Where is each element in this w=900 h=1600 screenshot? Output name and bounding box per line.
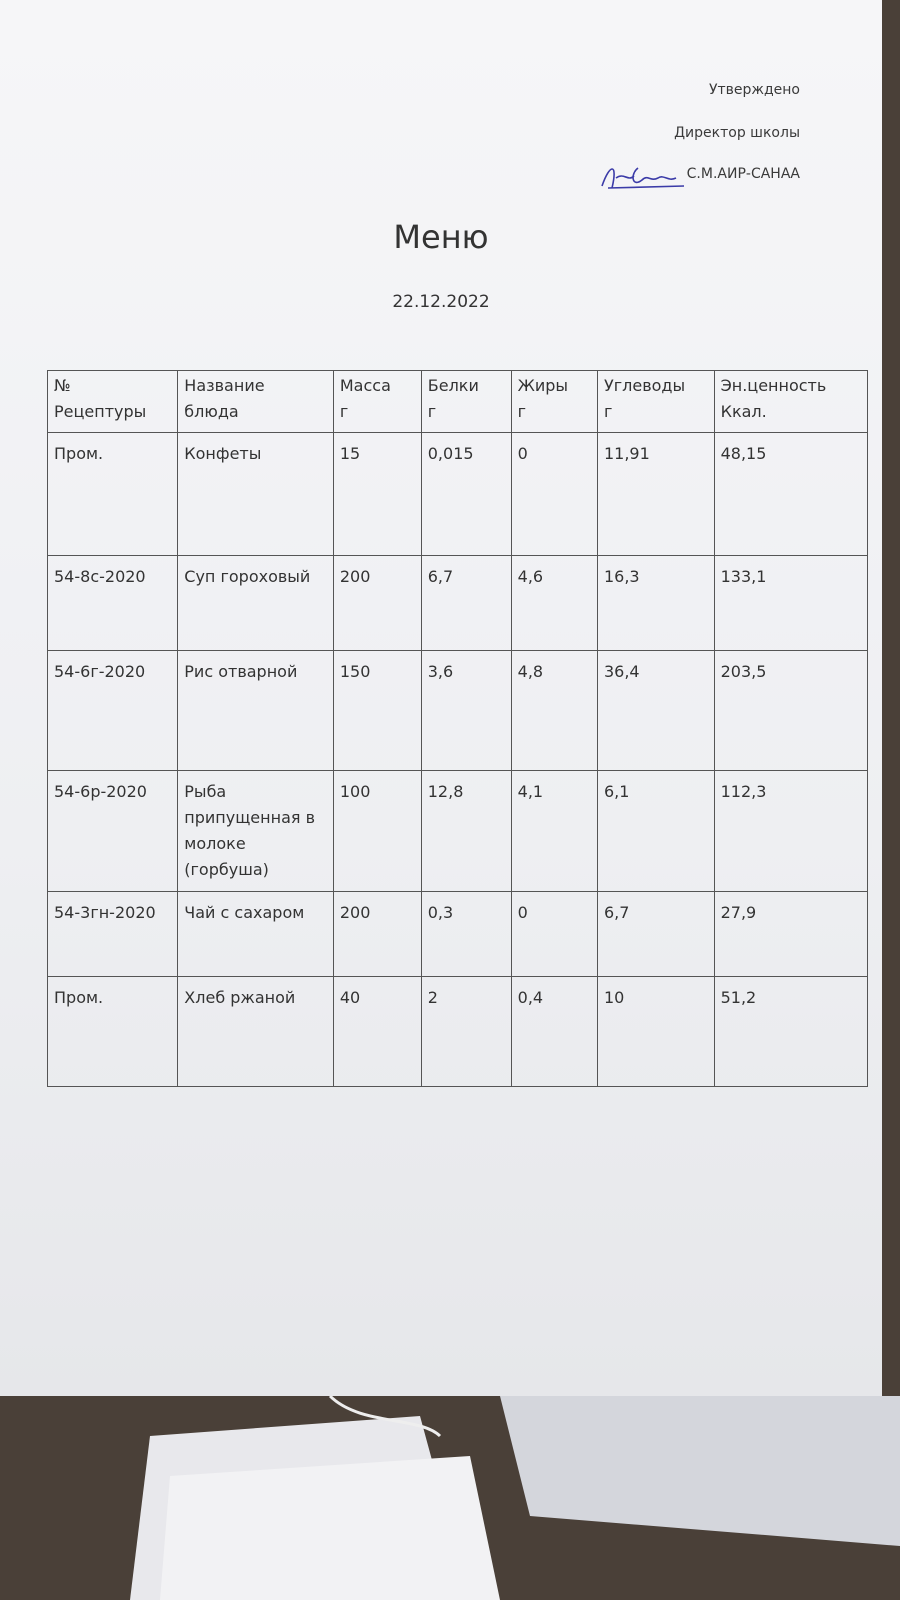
table-cell: 4,6: [510, 555, 598, 651]
table-cell: 0: [510, 891, 598, 977]
table-cell: 0,4: [510, 976, 598, 1087]
table-cell: 48,15: [713, 432, 869, 556]
title: Меню: [393, 218, 489, 256]
table-cell: 3,6: [420, 650, 512, 771]
table-cell: Пром.: [46, 976, 179, 1087]
header-text: №: [54, 376, 71, 395]
table-row: 54-3гн-2020 Чай с сахаром 200 0,3 0 6,7 27,9: [46, 891, 869, 977]
table-cell: 133,1: [713, 555, 869, 651]
table-cell: 36,4: [596, 650, 715, 771]
header-row: № Рецептуры Название блюда Масса г Белки г Жиры г…: [46, 370, 869, 433]
table-cell: 6,1: [596, 770, 715, 892]
header-text: Название: [184, 376, 265, 395]
table-cell: 27,9: [713, 891, 869, 977]
table-cell: 6,7: [420, 555, 512, 651]
header-text: г: [603, 402, 613, 421]
table-cell: 4,1: [510, 770, 598, 892]
table-cell: 12,8: [420, 770, 512, 892]
table-row: 54-8с-2020 Суп гороховый 200 6,7 4,6 16,3 133,…: [46, 555, 869, 651]
table-cell: Пром.: [46, 432, 179, 556]
table-cell: 100: [332, 770, 422, 892]
table-row: Пром. Хлеб ржаной 40 2 0,4 10 51,2: [46, 976, 869, 1087]
background-papers: [130, 1396, 900, 1600]
approved: Утверждено: [708, 82, 800, 98]
table-cell: 16,3: [596, 555, 715, 651]
table-row: 54-6г-2020 Рис отварной 150 3,6 4,8 36,4 203,5: [46, 650, 869, 771]
table-cell: 200: [332, 555, 422, 651]
director-name: С.М.АИР-САНАА: [686, 166, 800, 182]
table-cell: 150: [332, 650, 422, 771]
paper: Утверждено Директор школы С.М.АИР-САНАА …: [0, 0, 882, 1396]
table-cell: Хлеб ржаной: [177, 976, 334, 1087]
header-text: г: [427, 402, 437, 421]
table-cell: 51,2: [713, 976, 869, 1087]
table-cell: Суп гороховый: [177, 555, 334, 651]
table-cell: 54-6р-2020: [46, 770, 179, 892]
table-cell: 15: [332, 432, 422, 556]
table-cell: 54-6г-2020: [46, 650, 179, 771]
table-row: Пром. Конфеты 15 0,015 0 11,91 48,15: [46, 432, 869, 556]
table-cell: 10: [596, 976, 715, 1087]
header-cell: Название блюда: [177, 370, 334, 433]
table-cell: 11,91: [596, 432, 715, 556]
table-row: 54-6р-2020 Рыба припущенная в молоке (гор…: [46, 770, 869, 892]
header-text: Масса: [339, 376, 391, 395]
header-cell: Жиры г: [510, 370, 598, 433]
table-cell: Рис отварной: [177, 650, 334, 771]
table-cell: 203,5: [713, 650, 869, 771]
header-text: Рецептуры: [54, 402, 147, 421]
header-text: Белки: [427, 376, 479, 395]
header-cell: Эн.ценность Ккал.: [713, 370, 869, 433]
table-cell: 0,3: [420, 891, 512, 977]
table-cell: Конфеты: [177, 432, 334, 556]
header-text: г: [339, 402, 349, 421]
header-text: Жиры: [517, 376, 569, 395]
menu-table: № Рецептуры Название блюда Масса г Белки г Жиры г…: [46, 370, 869, 1087]
table-cell: 2: [420, 976, 512, 1087]
header-text: Углеводы: [603, 376, 686, 395]
table-cell: 54-3гн-2020: [46, 891, 179, 977]
table-cell: 0: [510, 432, 598, 556]
table-cell: Чай с сахаром: [177, 891, 334, 977]
table-cell: 200: [332, 891, 422, 977]
header-text: блюда: [184, 402, 239, 421]
table-cell: 54-8с-2020: [46, 555, 179, 651]
table-cell: 6,7: [596, 891, 715, 977]
header-cell: Белки г: [420, 370, 512, 433]
header-text: Ккал.: [720, 402, 767, 421]
header-cell: Углеводы г: [596, 370, 715, 433]
table-cell: Рыба припущенная в молоке (горбуша): [177, 770, 334, 892]
table-cell: 40: [332, 976, 422, 1087]
table-cell: 0,015: [420, 432, 512, 556]
header-text: Эн.ценность: [720, 376, 827, 395]
header-cell: Масса г: [332, 370, 422, 433]
table-cell: 112,3: [713, 770, 869, 892]
header-text: г: [517, 402, 527, 421]
table-cell: 4,8: [510, 650, 598, 771]
signature: [601, 167, 685, 189]
header-cell: № Рецептуры: [46, 370, 179, 433]
position: Директор школы: [674, 125, 800, 141]
date: 22.12.2022: [392, 292, 490, 312]
